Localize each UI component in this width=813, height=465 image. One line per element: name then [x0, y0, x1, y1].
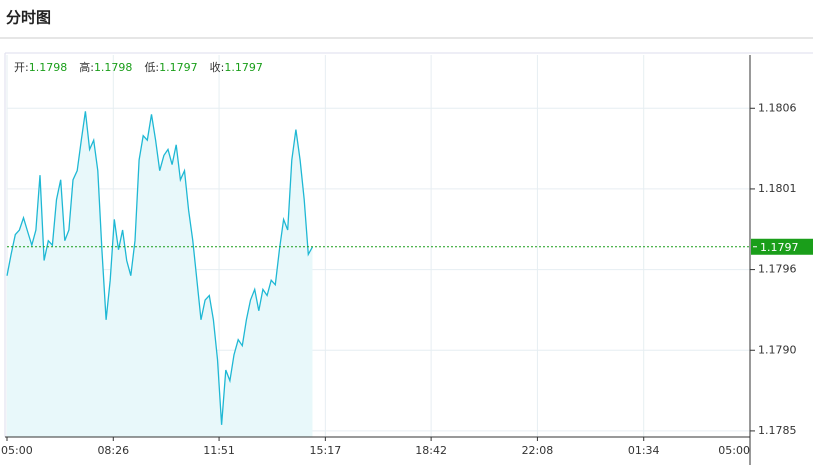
ohlc-label: 收:: [210, 60, 225, 74]
ohlc-value: 1.1797: [159, 61, 198, 74]
current-price-box: [751, 238, 813, 255]
y-tick-label: 1.1790: [758, 343, 797, 356]
ohlc-value: 1.1797: [224, 61, 263, 74]
x-tick-label: 05:00: [1, 444, 33, 457]
x-tick-label: 11:51: [203, 444, 235, 457]
x-tick-label: 05:00: [718, 444, 750, 457]
x-tick-label: 01:34: [628, 444, 660, 457]
ohlc-value: 1.1798: [29, 61, 68, 74]
y-tick-label: 1.1796: [758, 263, 797, 276]
x-tick-label: 08:26: [97, 444, 129, 457]
ohlc-value: 1.1798: [94, 61, 133, 74]
current-price-label: 1.1797: [760, 241, 799, 254]
ohlc-label: 低:: [144, 61, 159, 74]
price-line: [6, 111, 314, 425]
y-tick-label: 1.1801: [758, 182, 797, 195]
x-tick-label: 18:42: [415, 444, 447, 457]
y-tick-label: 1.1806: [758, 101, 797, 114]
ohlc-label: 高:: [79, 60, 94, 74]
area-fill: [7, 111, 313, 438]
title: 分时图: [6, 9, 51, 27]
x-tick-label: 15:17: [310, 444, 342, 457]
x-tick-label: 22:08: [522, 444, 554, 457]
ohlc-label: 开:: [14, 61, 29, 74]
y-tick-label: 1.1785: [758, 424, 797, 437]
